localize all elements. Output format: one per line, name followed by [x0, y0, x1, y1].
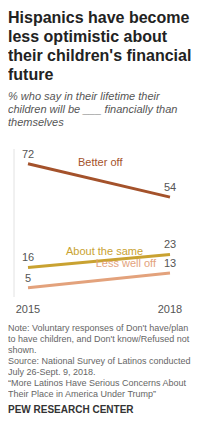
- svg-text:2018: 2018: [158, 303, 182, 315]
- svg-text:5: 5: [25, 272, 31, 284]
- svg-text:16: 16: [22, 251, 34, 263]
- svg-text:54: 54: [164, 181, 176, 193]
- html-text:Source: National Survey of Lat: Source: National Survey of Latinos condu…: [8, 356, 191, 377]
- svg-text:About the same: About the same: [66, 245, 143, 257]
- svg-text:23: 23: [164, 238, 176, 250]
- html-text:Hispanics have become less opt: Hispanics have become less optimistic ab…: [8, 9, 192, 83]
- svg-text:2015: 2015: [16, 303, 40, 315]
- svg-text:72: 72: [22, 148, 34, 160]
- svg-text:Better off: Better off: [78, 156, 123, 168]
- svg-text:13: 13: [164, 257, 176, 269]
- html-text:PEW RESEARCH CENTER: PEW RESEARCH CENTER: [8, 404, 134, 415]
- svg-text:Less well off: Less well off: [96, 257, 157, 269]
- html-text:Note: Voluntary responses of D: Note: Voluntary responses of Don't have/…: [8, 323, 190, 355]
- html-text:“More Latinos Have Serious Con: “More Latinos Have Serious Concerns Abou…: [8, 378, 187, 399]
- html-text:% who say in their lifetime th: % who say in their lifetime their childr…: [8, 90, 178, 128]
